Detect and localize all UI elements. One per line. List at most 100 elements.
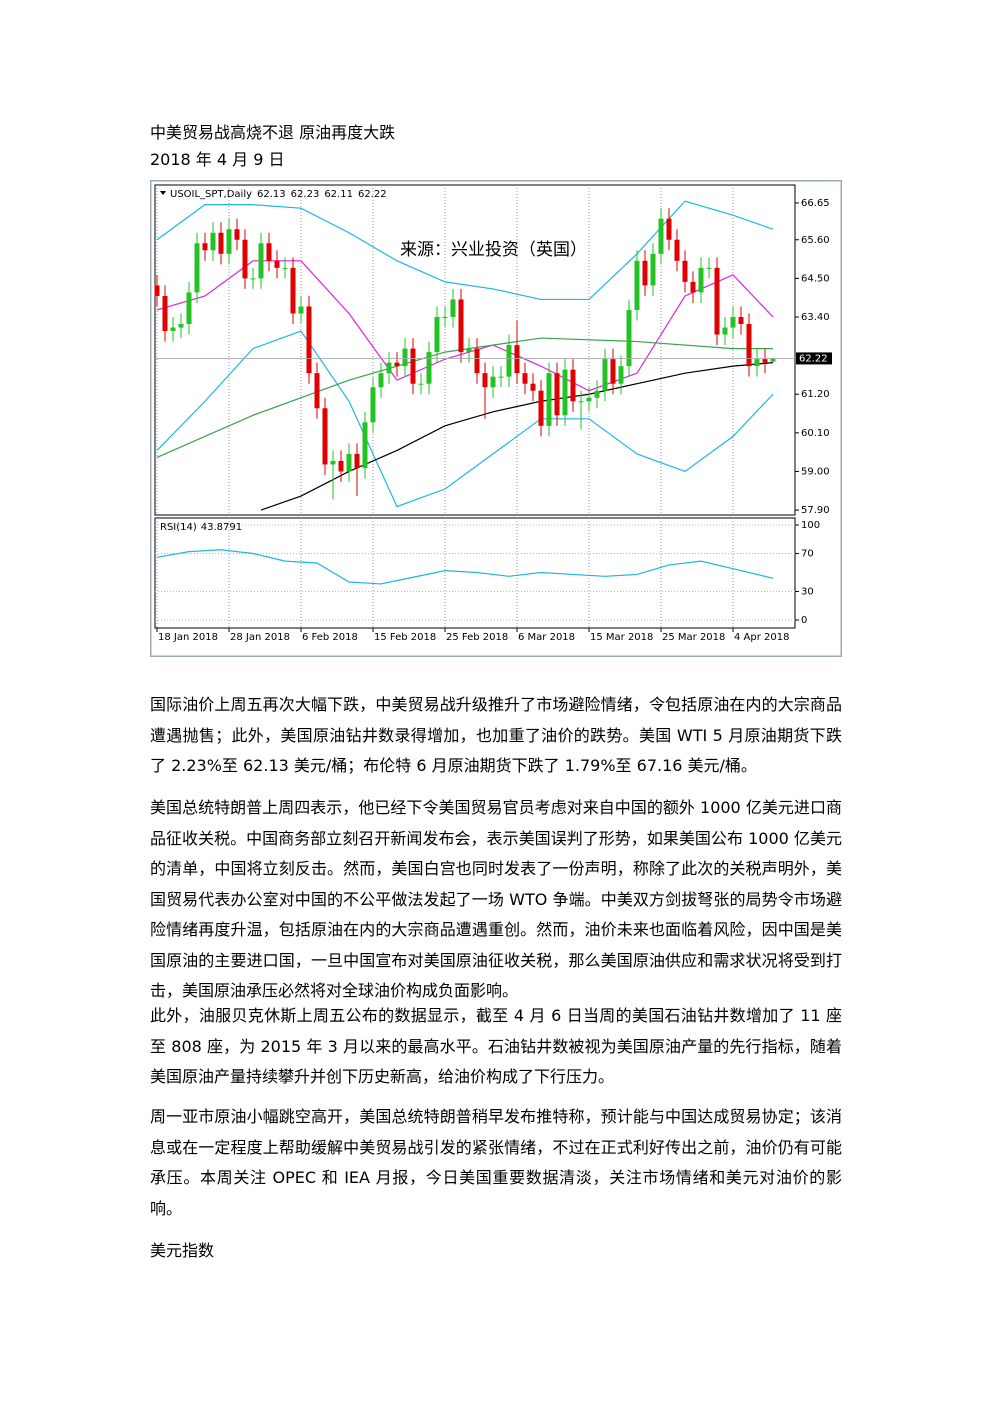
candle-body [554,373,560,416]
candle-body [402,348,408,367]
last-price-label: 62.22 [799,353,828,364]
candle-body [546,373,552,426]
title: 中美贸易战高烧不退 原油再度大跌 [150,123,396,142]
candle-body [258,243,264,279]
candle-body [578,401,584,403]
rsi-tick-label: 70 [801,549,814,560]
candle-body [570,369,576,402]
candle-body [226,229,232,254]
y-tick-label: 64.50 [801,273,830,284]
candle-body [346,453,352,472]
candle-body [218,232,224,254]
candle-body [394,362,400,367]
candle-body [178,324,184,328]
candle-body [378,373,384,388]
candle-body [706,267,712,269]
ohlc-value: 62.11 [324,189,353,200]
y-tick-label: 57.90 [801,505,830,516]
candle-body [266,243,272,261]
candle-body [530,383,536,391]
candle-body [618,366,624,384]
candle-body [762,359,768,363]
candle-body [498,376,504,378]
candle-body [482,373,488,388]
candle-body [282,267,288,269]
candle-body [658,218,664,254]
y-tick-label: 65.60 [801,235,830,246]
candle-body [306,306,312,374]
candle-body [234,229,240,240]
candle-body [442,317,448,318]
rsi-line [156,549,774,585]
x-tick-label: 6 Mar 2018 [518,632,575,643]
section-heading: 美元指数 [150,1241,215,1260]
candle-body [274,260,280,268]
date: 2018 年 4 月 9 日 [150,150,285,169]
candle-body [290,267,296,314]
indicator-line [156,330,774,508]
candle-body [330,460,336,465]
x-tick-label: 15 Feb 2018 [374,632,436,643]
candle-body [754,359,760,367]
x-tick-label: 18 Jan 2018 [158,632,218,643]
rsi-tick-label: 0 [801,615,807,626]
ohlc-value: 62.13 [257,189,286,200]
candle-body [674,239,680,261]
candle-body [650,253,656,286]
candle-body [434,317,440,353]
candle-body [426,352,432,384]
y-tick-label: 60.10 [801,428,830,439]
candle-body [626,309,632,367]
candle-body [682,260,688,282]
candle-body [722,327,728,335]
candle-body [186,292,192,325]
y-tick-label: 63.40 [801,312,830,323]
x-tick-label: 15 Mar 2018 [590,632,653,643]
price-panel [154,184,796,516]
paragraph: 周一亚市原油小幅跳空高开，美国总统特朗普稍早发布推特称，预计能与中国达成贸易协定… [150,1107,842,1218]
candle-body [194,243,200,293]
chart-frame [150,180,842,657]
rsi-header: RSI(14) 43.8791 [160,522,242,533]
candle-body [242,239,248,279]
watermark: 来源：兴业投资（英国） [400,240,587,260]
candle-body [634,260,640,310]
candle-body [642,260,648,286]
chart-header: USOIL_SPT,Daily 62.13 62.23 62.11 62.22 [170,189,387,200]
candle-body [458,299,464,353]
paragraph: 国际油价上周五再次大幅下跌，中美贸易战升级推升了市场避险情绪，令包括原油在内的大… [150,695,842,775]
candle-body [730,317,736,328]
y-tick-label: 66.65 [801,198,830,209]
candle-body [202,243,208,251]
candle-body [370,387,376,423]
chart: 来源：兴业投资（英国） 18 Jan 2018 28 Jan 2018 6 Feb … [150,180,842,657]
candle-body [594,390,600,398]
candle-body [386,362,392,374]
rsi-panel [154,517,796,629]
paragraph: 此外，油服贝克休斯上周五公布的数据显示，截至 4 月 6 日当周的美国石油钻井数… [150,1006,842,1086]
y-tick-label: 59.00 [801,466,830,477]
x-tick-label: 25 Mar 2018 [662,632,725,643]
rsi-tick-label: 100 [801,520,820,531]
y-tick-label: 61.20 [801,389,830,400]
ohlc-value: 62.23 [291,189,320,200]
candle-body [154,285,160,296]
ohlc-value: 62.22 [358,189,387,200]
candle-body [170,327,176,332]
candle-body [522,373,528,384]
candle-body [586,397,592,402]
candle-body [298,306,304,314]
rsi-name: RSI(14) [160,522,197,533]
x-tick-label: 4 Apr 2018 [734,632,789,643]
last-price-box [796,352,832,365]
candle-body [690,281,696,293]
candle-body [450,299,456,317]
candle-body [738,317,744,325]
candle-body [506,345,512,377]
candle-body [746,324,752,367]
header-arrow [160,191,166,195]
candle-body [354,453,360,468]
candle-body [466,348,472,353]
candle-body [322,408,328,465]
candle-body [770,358,776,362]
